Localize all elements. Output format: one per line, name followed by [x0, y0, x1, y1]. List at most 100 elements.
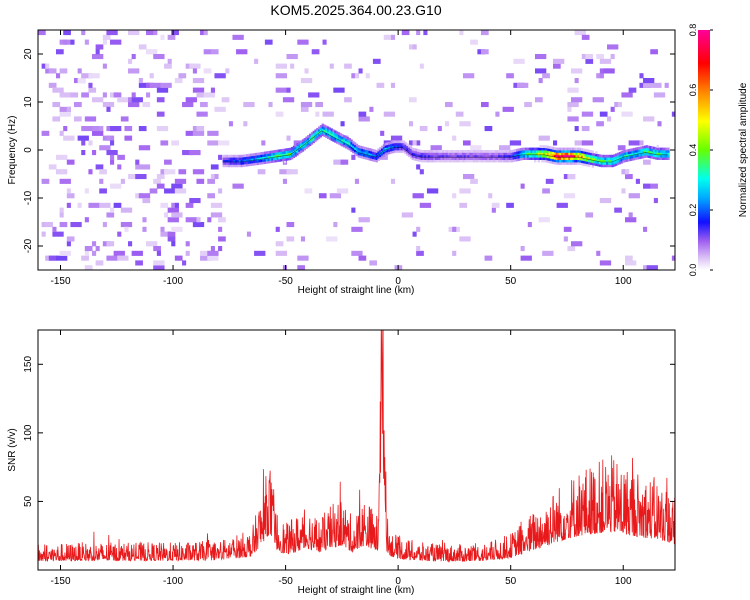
- spectrogram-ridge-cell: [525, 152, 528, 156]
- spectrogram-cell: [628, 87, 637, 93]
- spectrogram-ridge-cell: [505, 154, 508, 158]
- spectrogram-cell: [495, 111, 500, 117]
- spectrogram-ridge-cell: [382, 146, 386, 150]
- spectrogram-ridge-cell: [580, 148, 584, 151]
- spectrogram-ridge-cell: [415, 150, 418, 154]
- spectrogram-ridge-cell: [663, 154, 667, 158]
- spectrogram-ridge-cell: [566, 159, 569, 163]
- spectrogram-ridge-cell: [598, 154, 602, 158]
- spectrogram-ridge-cell: [364, 151, 368, 155]
- spectrogram-ridge-cell: [312, 130, 315, 134]
- spectrogram-ridge-cell: [453, 159, 456, 163]
- spectrogram-cell: [167, 207, 179, 213]
- spectrogram-cell: [153, 30, 158, 36]
- spectrogram-ridge-cell: [226, 154, 229, 158]
- spectrogram-ridge-cell: [472, 150, 476, 153]
- spectrogram-ridge-cell: [550, 151, 553, 155]
- spectrogram-ridge-cell: [564, 150, 568, 153]
- spectrogram-ridge-cell: [227, 164, 231, 168]
- spectrogram-ridge-cell: [267, 160, 270, 164]
- spectrogram-cell: [300, 236, 306, 242]
- spectrogram-ridge-cell: [580, 162, 584, 166]
- spectrogram-ridge-cell: [661, 152, 665, 156]
- spectrogram-ridge-cell: [618, 159, 622, 162]
- spectrogram-ridge-cell: [409, 148, 413, 152]
- spectrogram-ridge-cell: [589, 157, 593, 161]
- spectrogram-ridge-cell: [424, 159, 427, 163]
- spectrogram-cell: [430, 145, 442, 151]
- spectrogram-ridge-cell: [519, 152, 522, 156]
- spectrogram-ridge-cell: [615, 163, 618, 166]
- spectrogram-cell: [444, 121, 450, 127]
- spectrogram-ridge-cell: [454, 154, 458, 158]
- spectrogram-ridge-cell: [395, 145, 398, 148]
- spectrogram-ridge-cell: [651, 151, 654, 154]
- spectrogram-ridge-cell: [359, 150, 362, 154]
- spectrogram-ridge-cell: [292, 155, 296, 159]
- spectrogram-ridge-cell: [616, 159, 620, 163]
- spectrogram-ridge-cell: [523, 157, 526, 160]
- spectrogram-ridge-cell: [287, 152, 290, 156]
- spectrogram-cell: [99, 169, 107, 175]
- snr-x-tick-label: -50: [278, 576, 293, 587]
- spectrogram-y-tick-label: 0: [23, 147, 34, 153]
- spectrogram-ridge-cell: [541, 145, 544, 148]
- spectrogram-ridge-cell: [346, 139, 350, 143]
- spectrogram-ridge-cell: [370, 150, 373, 154]
- spectrogram-cell: [113, 250, 125, 256]
- spectrogram-cell: [102, 102, 115, 108]
- spectrogram-cell: [110, 159, 115, 165]
- spectrogram-ridge-cell: [238, 157, 242, 160]
- spectrogram-cell: [243, 121, 248, 127]
- spectrogram-cell: [261, 140, 266, 146]
- spectrogram-ridge-cell: [337, 139, 341, 143]
- spectrogram-ridge-cell: [532, 157, 535, 160]
- spectrogram-ridge-cell: [341, 134, 344, 137]
- spectrogram-ridge-cell: [397, 142, 400, 146]
- spectrogram-cell: [293, 140, 302, 146]
- spectrogram-ridge-cell: [456, 150, 459, 153]
- spectrogram-ridge-cell: [274, 157, 278, 160]
- snr-y-tick-label: 50: [23, 495, 34, 507]
- spectrogram-cell: [66, 159, 75, 165]
- spectrogram-ridge-cell: [263, 156, 267, 160]
- spectrogram-ridge-cell: [544, 157, 548, 161]
- spectrogram-ridge-cell: [355, 150, 359, 154]
- spectrogram-ridge-cell: [330, 130, 333, 134]
- spectrogram-ridge-cell: [478, 159, 481, 163]
- spectrogram-ridge-cell: [454, 157, 458, 160]
- spectrogram-ridge-cell: [236, 154, 240, 158]
- spectrogram-cell: [160, 82, 172, 88]
- spectrogram-cell: [340, 121, 345, 127]
- spectrogram-cell: [390, 178, 396, 184]
- spectrogram-cell: [192, 130, 205, 136]
- spectrogram-cell: [452, 193, 457, 199]
- spectrogram-ridge-cell: [289, 147, 292, 151]
- spectrogram-ridge-cell: [598, 164, 602, 167]
- spectrogram-ridge-cell: [620, 160, 623, 164]
- spectrogram-ridge-cell: [375, 157, 378, 160]
- spectrogram-ridge-cell: [561, 154, 564, 158]
- spectrogram-ridge-cell: [245, 154, 249, 157]
- spectrogram-ridge-cell: [598, 156, 602, 160]
- spectrogram-ridge-cell: [561, 157, 564, 160]
- spectrogram-ridge-cell: [586, 156, 589, 160]
- spectrogram-cell: [77, 78, 86, 84]
- spectrogram-ridge-cell: [521, 152, 524, 156]
- spectrogram-ridge-cell: [510, 159, 513, 163]
- spectrogram-ridge-cell: [573, 157, 577, 160]
- spectrogram-cell: [66, 241, 71, 247]
- spectrogram-cell: [84, 188, 89, 194]
- spectrogram-ridge-cell: [658, 154, 661, 158]
- spectrogram-ridge-cell: [553, 149, 557, 153]
- spectrogram-ridge-cell: [236, 162, 240, 165]
- spectrogram-ridge-cell: [373, 159, 377, 162]
- spectrogram-cell: [538, 217, 550, 223]
- spectrogram-ridge-cell: [411, 152, 414, 156]
- spectrogram-ridge-cell: [327, 133, 330, 137]
- spectrogram-ridge-cell: [660, 152, 663, 156]
- spectrogram-ridge-cell: [409, 146, 413, 149]
- spectrogram-ridge-cell: [541, 147, 544, 151]
- spectrogram-ridge-cell: [643, 147, 647, 151]
- spectrogram-cell: [149, 188, 158, 194]
